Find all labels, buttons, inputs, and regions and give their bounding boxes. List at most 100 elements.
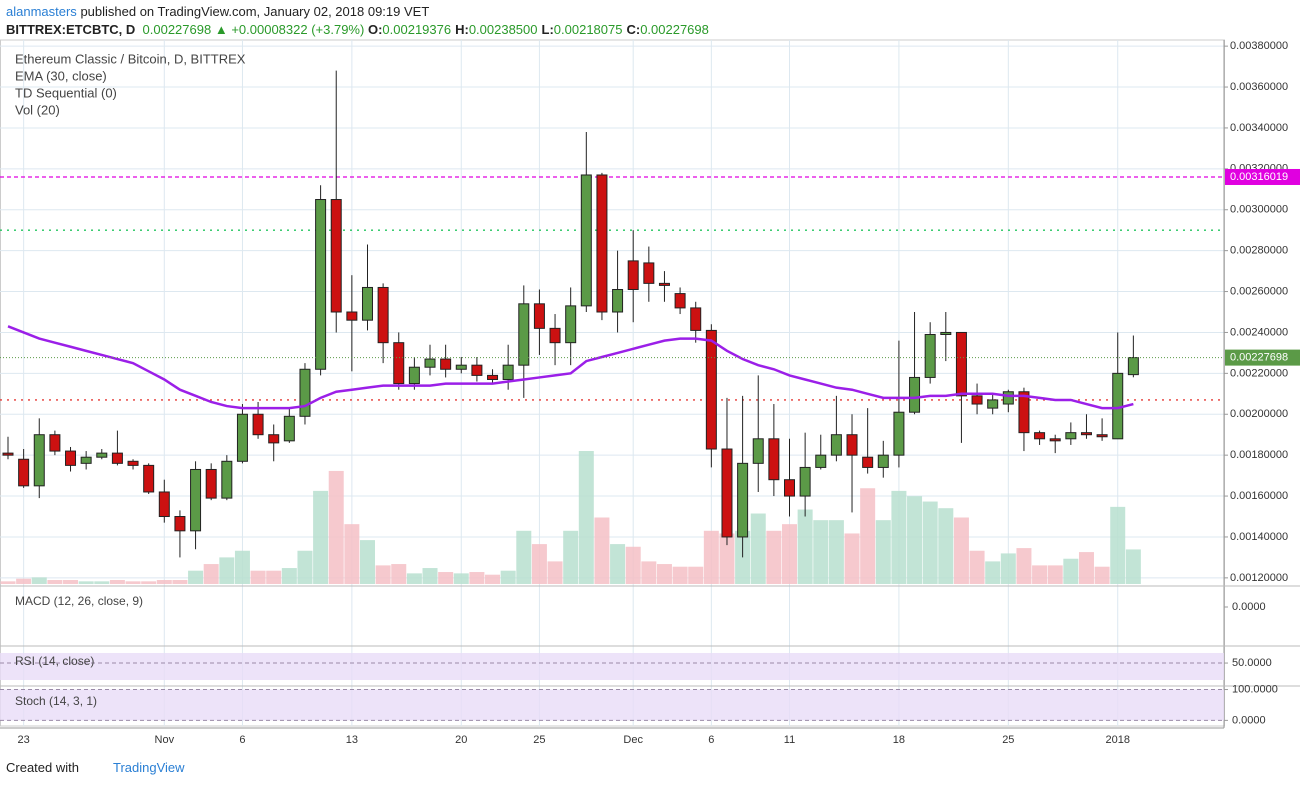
candle-body [502, 364, 514, 380]
candle-body [96, 452, 108, 458]
candle-body [924, 333, 936, 378]
ohlc-value: 0.00218075 [553, 22, 623, 37]
author[interactable]: alanmasters [6, 4, 77, 19]
candle-body [705, 329, 717, 450]
volume-bar [516, 530, 532, 584]
volume-bar [453, 573, 469, 584]
candle-body [377, 286, 389, 344]
volume-bar [250, 570, 266, 584]
volume-bar [938, 508, 954, 584]
candle-body [190, 468, 202, 532]
x-tick-label: 13 [346, 734, 358, 746]
volume-bar [297, 550, 313, 584]
candle-body [65, 450, 77, 466]
candle-body [971, 395, 983, 405]
y-tick-label: 0.00120000 [1230, 572, 1288, 584]
volume-bar [172, 580, 188, 584]
candle-body [18, 458, 30, 487]
candle-body [315, 199, 327, 370]
x-tick-label: Nov [155, 734, 175, 746]
candle-body [1049, 438, 1061, 442]
price: 0.00227698 [142, 22, 212, 37]
candle-body [361, 286, 373, 321]
published: published on TradingView.com, January 02… [80, 4, 430, 19]
candle-body [940, 331, 952, 335]
volume-bar [313, 490, 329, 584]
candle-body [799, 466, 811, 497]
volume-bar [422, 568, 438, 584]
volume-bar [78, 581, 94, 584]
candle-body [955, 331, 967, 397]
volume-bar [844, 533, 860, 584]
volume-bar [719, 533, 735, 584]
level-tag [1225, 168, 1300, 185]
volume-bar [531, 544, 547, 584]
candle-body [252, 413, 264, 436]
volume-bar [922, 501, 938, 584]
volume-bar [109, 580, 125, 584]
volume-bar [703, 530, 719, 584]
y-tick-label: 0.0000 [1232, 714, 1266, 726]
volume-bar [875, 520, 891, 584]
ohlc-label: H: [455, 22, 469, 37]
y-tick-label: 0.00360000 [1230, 81, 1288, 93]
volume-bar [985, 561, 1001, 584]
candle-body [80, 456, 92, 464]
candle-body [737, 462, 749, 538]
volume-bar [125, 581, 141, 584]
candle-body [877, 454, 889, 468]
candle-body [565, 305, 577, 344]
candle-body [1065, 432, 1077, 440]
volume-bar [94, 581, 110, 584]
candle-body [330, 199, 342, 313]
volume-bar [234, 550, 250, 584]
candle-body [487, 374, 499, 380]
footer: Created with TradingView [6, 760, 185, 775]
volume-bar [688, 566, 704, 584]
up-arrow: ▲ [214, 22, 228, 37]
volume-bar [594, 517, 610, 584]
chart: 0.00120000 0.00140000 0.00160000 0.00180000… [0, 39, 1300, 746]
volume-bar [281, 568, 297, 584]
ohlc-label: L: [541, 22, 554, 37]
candle-body [127, 460, 139, 466]
legend-entry: TD Sequential (0) [15, 85, 117, 100]
volume-bar [188, 570, 204, 584]
volume-bar [359, 540, 375, 584]
candle-body [268, 434, 280, 444]
volume-bar [141, 581, 157, 584]
volume-bar [828, 520, 844, 584]
brand[interactable]: TradingView [112, 760, 185, 775]
candle-body [830, 434, 842, 456]
volume-bar [782, 524, 797, 584]
candle-body [518, 303, 530, 366]
volume-bar [219, 557, 235, 584]
header: alanmasters published on TradingView.com… [6, 3, 713, 39]
y-tick-label: 0.00140000 [1230, 531, 1288, 543]
volume-bar [797, 509, 813, 584]
y-tick-label: 0.00200000 [1230, 408, 1288, 420]
volume-bar [578, 451, 594, 584]
last-price-label: 0.00227698 [1230, 352, 1288, 364]
x-tick-label: 18 [893, 734, 905, 746]
volume-bar [750, 513, 766, 584]
candle-body [643, 262, 655, 284]
candle-body [1034, 432, 1046, 440]
candle-body [424, 358, 436, 368]
candle-body [1018, 391, 1030, 434]
volume-bar [969, 550, 985, 584]
volume-bar [438, 572, 454, 584]
candle-body [846, 434, 858, 456]
volume-bar [672, 566, 688, 584]
volume-bar [1032, 565, 1048, 584]
created: Created with [6, 760, 79, 775]
candle-body [174, 516, 186, 532]
x-tick-label: 23 [18, 734, 30, 746]
candle-body [1096, 434, 1108, 438]
volume-bar [907, 496, 923, 584]
panel-title: RSI (14, close) [15, 654, 94, 668]
candle-body [49, 434, 61, 452]
legend-entry: EMA (30, close) [15, 68, 107, 83]
candle-body [158, 491, 170, 518]
